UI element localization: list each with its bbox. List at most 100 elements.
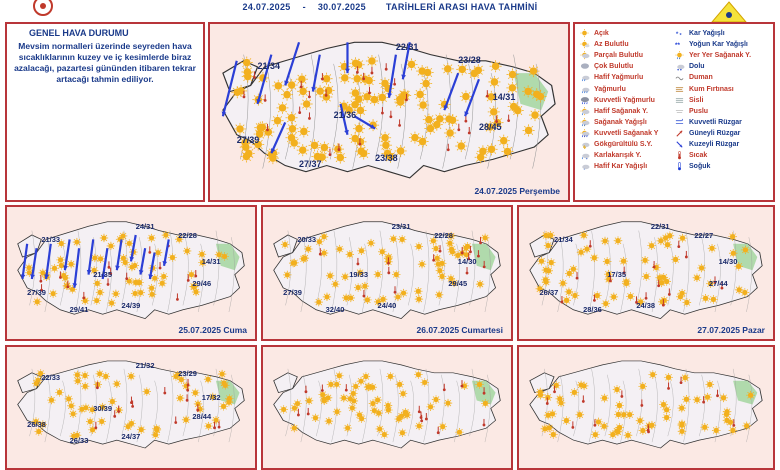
- legend-item: Gökgürültülü S.Y.: [579, 139, 674, 150]
- scattered-shower-icon: [675, 51, 684, 60]
- sun-icon: [357, 414, 366, 423]
- temperature-label: 21/34: [257, 60, 281, 71]
- north-wind-arrow: [464, 78, 480, 117]
- sun-icon: [414, 370, 423, 379]
- sun-icon: [357, 147, 370, 160]
- hot-thermometer-icon: [436, 426, 440, 435]
- hot-thermometer-icon: [684, 250, 688, 259]
- sun-icon: [619, 256, 628, 266]
- temperature-label: 28/44: [192, 412, 212, 422]
- temperature-label: 21/36: [333, 110, 357, 121]
- sun-icon: [591, 430, 600, 439]
- sun-icon: [366, 238, 376, 248]
- map-date-label: 25.07.2025 Cuma: [178, 325, 247, 335]
- province-border: [374, 54, 384, 160]
- sun-icon: [182, 381, 191, 391]
- hot-thermometer-icon: [298, 106, 302, 114]
- sun-icon: [338, 71, 351, 84]
- sun-icon: [119, 254, 128, 263]
- hot-thermometer-icon: [716, 389, 719, 398]
- general-weather-panel: GENEL HAVA DURUMU Mevsim normalleri üzer…: [5, 22, 205, 202]
- sun-icon: [380, 430, 389, 439]
- temperature-label: 26/38: [27, 420, 46, 430]
- sun-icon: [95, 288, 105, 297]
- legend-label: Sisli: [689, 96, 704, 104]
- sun-icon: [159, 272, 168, 281]
- sun-icon: [443, 398, 453, 408]
- hot-thermometer-icon: [677, 240, 681, 249]
- province-border: [714, 243, 721, 313]
- sun-icon: [319, 232, 329, 241]
- sun-icon: [579, 230, 589, 240]
- hot-thermometer-icon: [507, 114, 511, 123]
- sun-icon: [527, 65, 540, 78]
- sun-icon: [97, 417, 106, 426]
- sun-icon: [363, 295, 372, 305]
- legend-item: Hafif Yağmurlu: [579, 72, 674, 83]
- sun-icon: [417, 260, 427, 269]
- hot-thermometer-icon: [196, 404, 200, 412]
- hot-thermometer-icon: [485, 90, 489, 98]
- sun-icon: [290, 403, 299, 413]
- province-border: [75, 230, 82, 313]
- light-shower-icon: [580, 106, 590, 115]
- map-day-1: 21/34 22/31 23/28 21/36 14/31 27/39 28/45 27/37…: [208, 22, 570, 202]
- sun-icon: [325, 271, 335, 280]
- legend-item: Duman: [674, 72, 769, 83]
- sun-icon: [692, 395, 702, 405]
- hot-thermometer-icon: [467, 252, 471, 261]
- sun-icon: [158, 279, 167, 288]
- sun-icon: [414, 421, 424, 431]
- sun-icon: [399, 288, 408, 298]
- sun-icon: [332, 407, 342, 416]
- sun-icon: [600, 236, 610, 246]
- sun-icon: [355, 268, 365, 277]
- province-border: [699, 237, 705, 306]
- sun-icon: [231, 86, 244, 99]
- north-wind-arrow: [256, 54, 273, 105]
- hot-thermometer-icon: [417, 405, 421, 414]
- province-border: [228, 374, 235, 443]
- sun-icon: [345, 250, 355, 259]
- north-wind-arrow: [353, 115, 376, 130]
- hot-thermometer-icon: [553, 385, 556, 394]
- north-wind-arrow: [100, 248, 109, 280]
- sun-icon: [441, 62, 454, 75]
- sun-icon: [285, 131, 298, 144]
- sun-icon: [107, 298, 116, 308]
- sun-icon: [420, 77, 433, 90]
- hot-thermometer-icon: [387, 266, 391, 275]
- province-border: [198, 380, 204, 443]
- temperature-label: 29/46: [192, 279, 212, 288]
- ministry-logo: [33, 0, 53, 16]
- sun-icon: [485, 143, 498, 156]
- sun-icon: [111, 289, 121, 299]
- sun-icon: [497, 134, 510, 147]
- legend-item: Sıcak: [674, 150, 769, 161]
- province-border: [557, 374, 564, 443]
- legend-label: Yoğun Kar Yağışlı: [689, 41, 748, 49]
- hot-thermometer-icon: [393, 286, 397, 294]
- sun-icon: [311, 413, 320, 423]
- thunderstorm-icon: [582, 142, 590, 149]
- sun-icon: [326, 380, 336, 389]
- sun-icon: [168, 253, 177, 262]
- province-border: [284, 73, 294, 160]
- sun-icon: [335, 244, 344, 254]
- province-border: [438, 374, 445, 437]
- legend-label: Az Bulutlu: [594, 41, 629, 49]
- province-border: [213, 368, 220, 437]
- sun-icon: [219, 378, 229, 388]
- province-border: [228, 237, 235, 313]
- hot-thermometer-icon: [368, 86, 371, 95]
- hot-thermometer-icon: [95, 381, 99, 390]
- sun-icon: [386, 372, 395, 381]
- hot-thermometer-icon: [420, 414, 424, 423]
- sun-icon: [81, 382, 90, 391]
- sun-icon: [569, 264, 578, 274]
- province-border: [44, 237, 51, 313]
- temperature-label: 24/38: [636, 301, 656, 310]
- legend-item: * * Kar Yağışlı: [674, 28, 769, 39]
- hot-thermometer-icon: [679, 376, 683, 385]
- north-wind-arrow: [162, 239, 170, 266]
